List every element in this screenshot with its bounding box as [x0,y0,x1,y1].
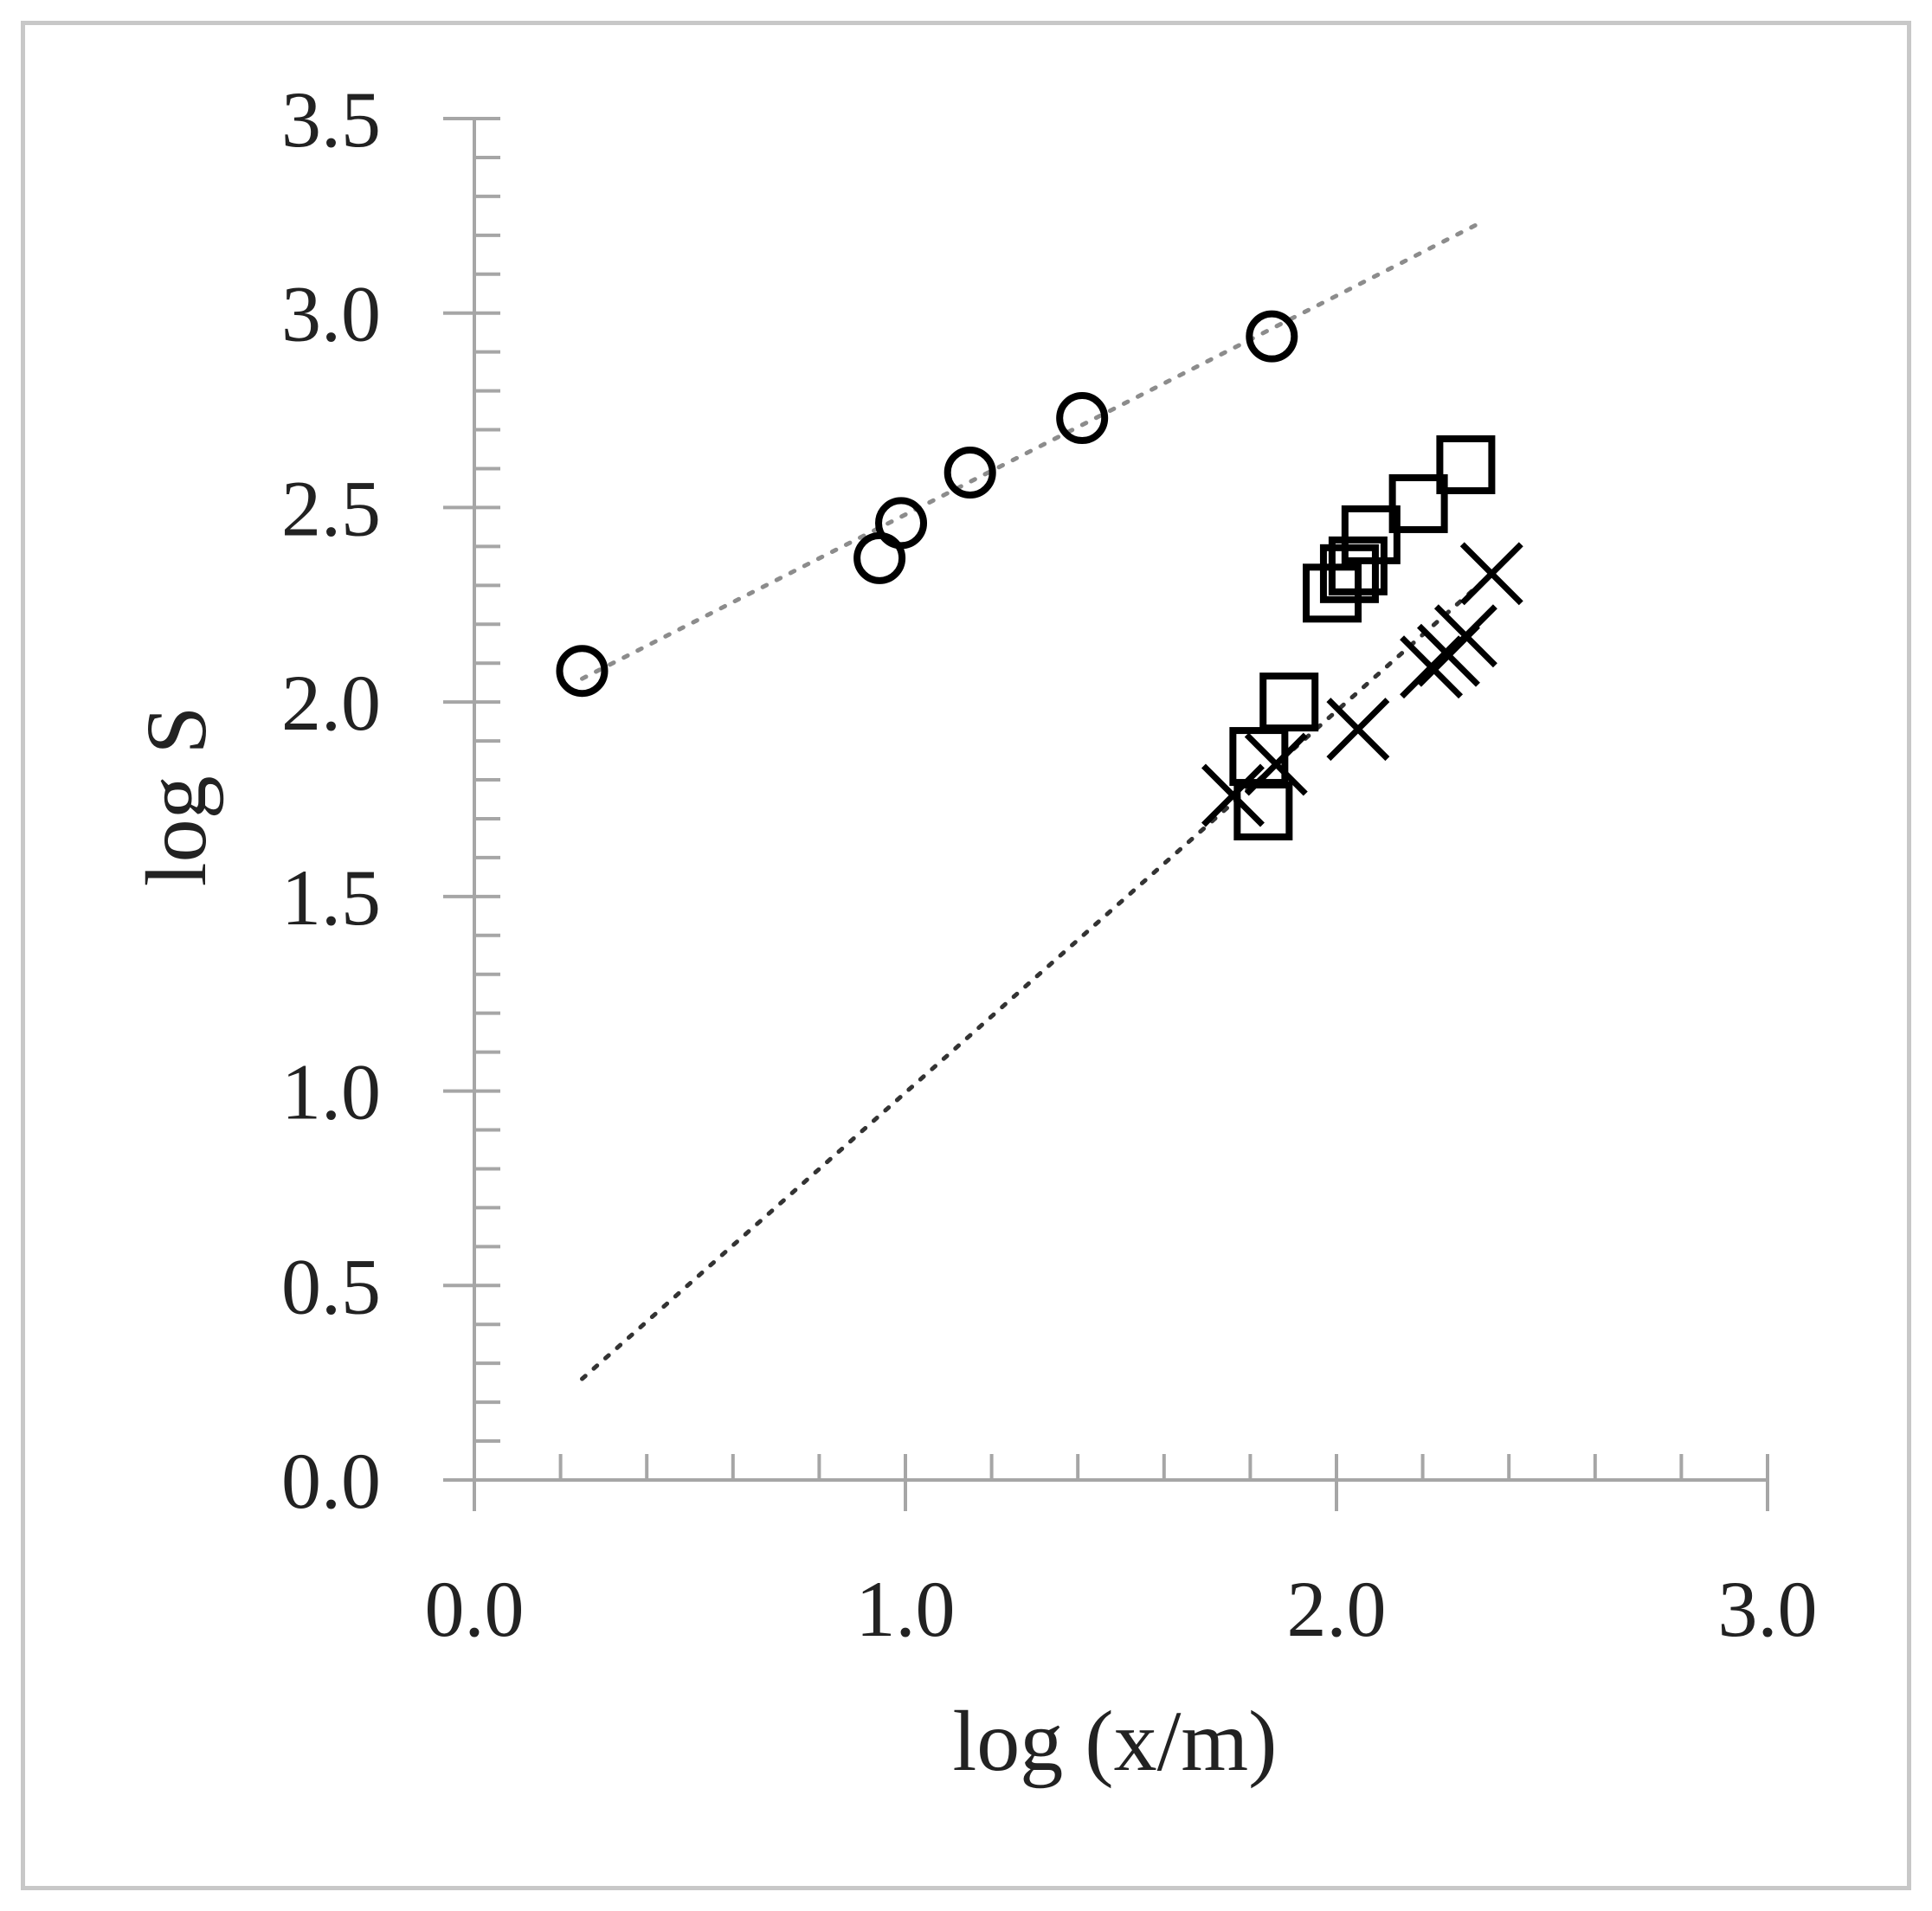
y-tick-label: 1.5 [281,853,381,942]
y-tick-label: 2.0 [281,659,381,747]
trendline-circle [580,221,1481,681]
x-marker [1326,698,1390,762]
square-marker [1259,672,1319,732]
y-tick-label: 2.5 [281,464,381,552]
y-tick-label: 0.5 [281,1242,381,1330]
data-markers [556,310,1523,840]
trendlines [580,221,1494,1381]
square-marker [1436,434,1496,494]
y-tick-label: 3.0 [281,270,381,358]
square-marker [1388,473,1448,533]
square-marker [1319,544,1379,603]
circle-marker [1246,310,1298,363]
x-marker [1244,732,1308,796]
square-marker [1341,505,1401,564]
x-marker [1459,542,1523,606]
axes: 0.0 1.0 2.0 3.0 0.0 0.5 1.0 1.5 2.0 2.5 3.0 3.5 [281,75,1818,1653]
square-marker [1328,536,1388,595]
x-marker [1201,763,1265,827]
y-tick-label: 1.0 [281,1048,381,1136]
x-tick-label: 2.0 [1287,1565,1387,1653]
y-tick-label: 0.0 [281,1437,381,1525]
square-marker [1229,727,1289,787]
circle-marker [875,497,928,550]
x-tick-label: 0.0 [425,1565,525,1653]
circle-marker [943,446,996,499]
circle-marker [1056,392,1109,445]
circle-marker [556,645,609,698]
trendline-x [580,571,1494,1381]
x-marker [1433,604,1497,668]
x-tick-label: 1.0 [856,1565,956,1653]
y-axis-title: log S [128,706,224,886]
y-tick-label: 3.5 [281,75,381,164]
x-axis-title: log (x/m) [953,1693,1278,1789]
chart-frame [21,21,1911,1890]
x-tick-label: 3.0 [1718,1565,1818,1653]
